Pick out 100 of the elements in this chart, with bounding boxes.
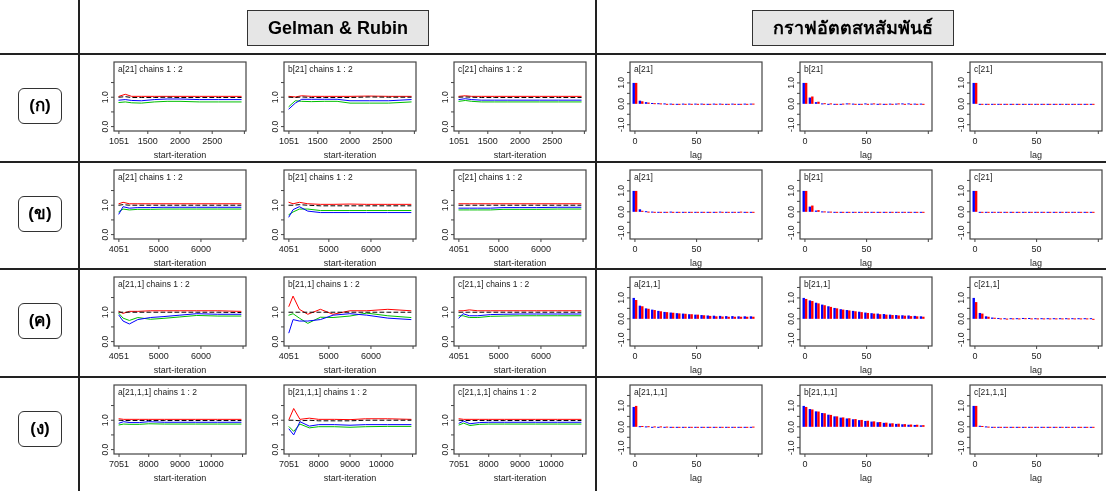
chart-title: b[21] chains 1 : 2 — [288, 172, 354, 182]
chart-title: a[21,1,1] — [634, 387, 668, 397]
y-tick-label: 1.0 — [786, 291, 796, 304]
x-tick-label: 8000 — [138, 459, 159, 469]
chart-title: c[21,1] — [974, 279, 1000, 289]
x-tick-label: 4051 — [448, 244, 469, 254]
x-tick-label: 7051 — [279, 459, 300, 469]
x-axis-title: lag — [689, 258, 703, 268]
y-tick-label: -1.0 — [616, 225, 626, 241]
y-tick-label: 1.0 — [786, 76, 796, 89]
x-tick-label: 50 — [861, 459, 872, 469]
x-axis-title: start-iteration — [323, 473, 377, 483]
x-tick-label: 50 — [691, 244, 702, 254]
x-axis-title: lag — [1029, 150, 1043, 160]
y-tick-label: 0.0 — [786, 205, 796, 218]
y-tick-label: -1.0 — [786, 332, 796, 348]
chart-title: b[21,1] — [804, 279, 830, 289]
y-tick-label: 0.0 — [440, 228, 450, 241]
line-series — [118, 313, 242, 325]
y-tick-label: 1.0 — [270, 306, 280, 319]
y-tick-label: 1.0 — [616, 184, 626, 197]
y-tick-label: -1.0 — [786, 225, 796, 241]
chart-title: c[21,1,1] — [974, 387, 1007, 397]
y-tick-label: 0.0 — [270, 120, 280, 133]
x-tick-label: 0 — [632, 244, 638, 254]
x-tick-label: 4051 — [108, 351, 129, 361]
x-tick-label: 6000 — [190, 244, 211, 254]
y-tick-label: 0.0 — [616, 312, 626, 325]
y-tick-label: 0.0 — [786, 420, 796, 433]
y-tick-label: -1.0 — [956, 332, 966, 348]
x-axis-title: start-iteration — [153, 150, 207, 160]
x-tick-label: 6000 — [190, 351, 211, 361]
text: Gelman & Rubin — [247, 10, 429, 46]
x-tick-label: 7051 — [109, 459, 130, 469]
y-tick-label: 0.0 — [616, 97, 626, 110]
x-tick-label: 0 — [972, 244, 978, 254]
x-tick-label: 50 — [691, 136, 702, 146]
x-tick-label: 5000 — [148, 351, 169, 361]
x-axis-title: lag — [859, 258, 873, 268]
y-tick-label: -1.0 — [956, 440, 966, 456]
chart-title: a[21,1] chains 1 : 2 — [118, 279, 191, 289]
x-axis-title: lag — [689, 473, 703, 483]
y-tick-label: 1.0 — [440, 414, 450, 427]
x-tick-label: 1051 — [448, 136, 469, 146]
text: (ข) — [18, 196, 62, 232]
y-tick-label: 0.0 — [100, 335, 110, 348]
x-axis-title: start-iteration — [493, 365, 547, 375]
x-tick-label: 2500 — [372, 136, 393, 146]
x-tick-label: 8000 — [478, 459, 499, 469]
x-tick-label: 4051 — [448, 351, 469, 361]
y-tick-label: -1.0 — [956, 225, 966, 241]
chart-title: b[21] — [804, 64, 823, 74]
x-tick-label: 0 — [972, 136, 978, 146]
text: (ก) — [18, 88, 62, 124]
x-axis-title: start-iteration — [323, 365, 377, 375]
x-tick-label: 10000 — [368, 459, 394, 469]
x-tick-label: 2500 — [202, 136, 223, 146]
chart-title: c[21] chains 1 : 2 — [458, 172, 523, 182]
text: (ค) — [18, 303, 62, 339]
x-tick-label: 50 — [861, 351, 872, 361]
y-tick-label: -1.0 — [616, 117, 626, 133]
x-tick-label: 9000 — [169, 459, 191, 469]
x-tick-label: 2500 — [542, 136, 563, 146]
x-tick-label: 10000 — [538, 459, 564, 469]
y-tick-label: 1.0 — [956, 291, 966, 304]
y-tick-label: 1.0 — [440, 91, 450, 104]
y-tick-label: 0.0 — [616, 420, 626, 433]
y-tick-label: 1.0 — [270, 199, 280, 212]
x-axis-title: start-iteration — [153, 258, 207, 268]
chart-title: a[21] — [634, 172, 653, 182]
y-tick-label: -1.0 — [786, 440, 796, 456]
line-series — [288, 312, 412, 324]
chart-title: b[21] — [804, 172, 823, 182]
x-tick-label: 1051 — [108, 136, 129, 146]
chart-title: a[21,1,1] chains 1 : 2 — [118, 387, 198, 397]
x-axis-title: start-iteration — [493, 473, 547, 483]
x-tick-label: 0 — [632, 136, 638, 146]
x-tick-label: 1500 — [137, 136, 158, 146]
x-tick-label: 0 — [972, 459, 978, 469]
line-series — [288, 407, 412, 421]
y-tick-label: 0.0 — [786, 97, 796, 110]
x-tick-label: 50 — [691, 351, 702, 361]
chart-title: c[21] — [974, 172, 993, 182]
y-tick-label: 1.0 — [100, 414, 110, 427]
x-tick-label: 50 — [1031, 459, 1042, 469]
y-tick-label: 0.0 — [100, 443, 110, 456]
y-tick-label: 0.0 — [100, 120, 110, 133]
chart-title: c[21] chains 1 : 2 — [458, 64, 523, 74]
line-series — [288, 313, 412, 334]
chart-title: c[21,1] chains 1 : 2 — [458, 279, 530, 289]
line-series — [288, 421, 412, 436]
x-tick-label: 2000 — [339, 136, 361, 146]
x-tick-label: 5000 — [488, 351, 509, 361]
y-tick-label: 0.0 — [956, 420, 966, 433]
x-tick-label: 1051 — [278, 136, 299, 146]
y-tick-label: -1.0 — [956, 117, 966, 133]
y-tick-label: 1.0 — [270, 91, 280, 104]
x-tick-label: 50 — [861, 136, 872, 146]
x-tick-label: 8000 — [308, 459, 329, 469]
x-tick-label: 4051 — [278, 244, 299, 254]
